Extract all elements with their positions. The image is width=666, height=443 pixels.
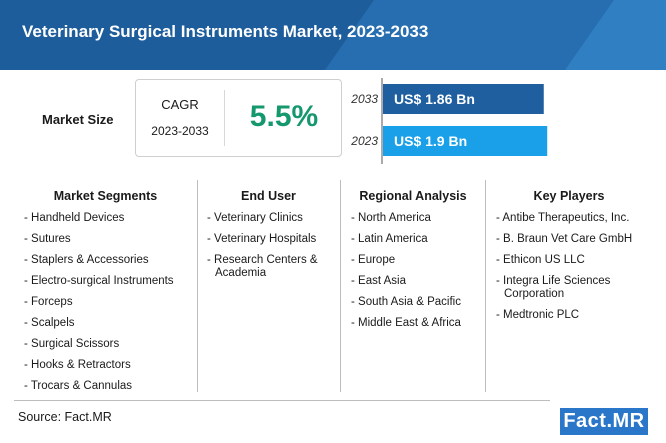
factmr-logo: Fact.MR: [560, 408, 648, 435]
bar-2023: [383, 126, 548, 156]
region-item: Europe: [351, 254, 485, 267]
key-player-item: Integra Life Sciences Corporation: [496, 275, 652, 301]
end-user-item-list: Veterinary Clinics Veterinary Hospitals Re…: [197, 212, 340, 280]
year-label-2033: 2033: [350, 92, 378, 106]
end-user-item: Veterinary Clinics: [207, 212, 340, 225]
cagr-period: 2023-2033: [151, 124, 209, 138]
market-segment-item: Trocars & Cannulas: [24, 380, 197, 393]
key-players-column: Key Players Antibe Therapeutics, Inc. B. …: [486, 180, 652, 392]
market-segment-item: Staplers & Accessories: [24, 254, 197, 267]
market-segment-item: Sutures: [24, 233, 197, 246]
region-item: North America: [351, 212, 485, 225]
market-segment-item: Electro-surgical Instruments: [24, 275, 197, 288]
end-user-title: End User: [241, 189, 296, 203]
regional-analysis-title: Regional Analysis: [359, 189, 467, 203]
key-player-item: Antibe Therapeutics, Inc.: [496, 212, 652, 225]
region-item: East Asia: [351, 275, 485, 288]
cagr-value: 5.5%: [249, 100, 319, 133]
market-size-bar-chart: 2033 US$ 1.86 Bn 2023 US$ 1.9 Bn: [350, 78, 548, 164]
market-segments-column: Market Segments Handheld Devices Sutures S…: [14, 180, 198, 392]
region-item: Middle East & Africa: [351, 317, 485, 330]
market-segment-item: Scalpels: [24, 317, 197, 330]
regional-analysis-column: Regional Analysis North America Latin Ame…: [341, 180, 486, 392]
cagr-label: CAGR: [161, 97, 199, 112]
market-segment-item-list: Handheld Devices Sutures Staplers & Access…: [14, 212, 197, 393]
end-user-item: Research Centers & Academia: [207, 254, 340, 280]
key-player-item: Medtronic PLC: [496, 309, 652, 322]
key-player-item: Ethicon US LLC: [496, 254, 652, 267]
market-segment-item: Handheld Devices: [24, 212, 197, 225]
key-player-item-list: Antibe Therapeutics, Inc. B. Braun Vet Ca…: [486, 212, 652, 322]
footer-divider: [14, 400, 550, 401]
segments-panel: Market Segments Handheld Devices Sutures S…: [14, 180, 652, 396]
market-segment-item: Surgical Scissors: [24, 338, 197, 351]
source-note: Source: Fact.MR: [18, 410, 112, 424]
bar-value-label-2023: US$ 1.9 Bn: [394, 133, 467, 149]
market-size-label: Market Size: [42, 112, 114, 127]
header-banner: Veterinary Surgical Instruments Market, …: [0, 0, 666, 70]
market-segments-title: Market Segments: [53, 189, 158, 203]
market-segment-item: Hooks & Retractors: [24, 359, 197, 372]
key-player-item: B. Braun Vet Care GmbH: [496, 233, 652, 246]
market-segment-item: Forceps: [24, 296, 197, 309]
region-item: Latin America: [351, 233, 485, 246]
region-item: South Asia & Pacific: [351, 296, 485, 309]
cagr-divider: [224, 90, 225, 146]
region-item-list: North America Latin America Europe East Asi…: [341, 212, 485, 330]
cagr-box: CAGR 2023-2033 5.5%: [135, 79, 342, 157]
end-user-item: Veterinary Hospitals: [207, 233, 340, 246]
bar-2033: [383, 84, 544, 114]
bar-value-label-2033: US$ 1.86 Bn: [394, 91, 475, 107]
end-user-column: End User Veterinary Clinics Veterinary Ho…: [197, 180, 341, 392]
page-title: Veterinary Surgical Instruments Market, …: [22, 22, 429, 41]
year-label-2023: 2023: [350, 134, 378, 148]
key-players-title: Key Players: [533, 189, 605, 203]
